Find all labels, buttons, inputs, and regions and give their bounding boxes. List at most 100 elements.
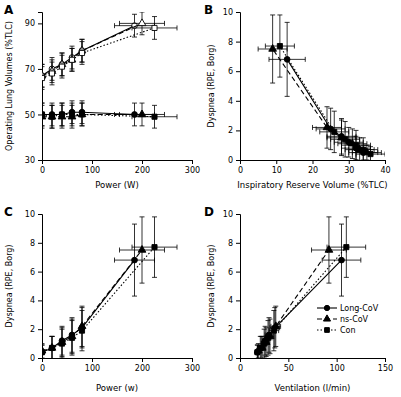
error-cap — [152, 277, 157, 278]
tick-mark — [38, 23, 42, 24]
tick-mark — [38, 300, 42, 301]
tick-label: 0 — [238, 166, 243, 175]
tick-label: 200 — [135, 364, 150, 373]
error-cap — [42, 64, 45, 65]
error-cap — [339, 296, 344, 297]
y-axis-title: Dyspnea (RPE, Borg) — [207, 245, 216, 328]
error-cap — [164, 248, 165, 253]
axis-line — [241, 359, 386, 363]
tick-label: 150 — [378, 364, 393, 373]
error-cap — [80, 125, 85, 126]
error-bar — [70, 321, 75, 356]
tick: 6 — [228, 268, 240, 277]
tick-label: 300 — [185, 166, 200, 175]
legend-label: ns-CoV — [340, 315, 369, 324]
error-cap — [140, 283, 145, 284]
tick: 10 — [223, 210, 240, 219]
error-cap — [42, 64, 45, 65]
error-cap — [42, 103, 45, 104]
tick-mark — [192, 358, 193, 362]
tick-mark — [142, 160, 143, 164]
line — [280, 46, 371, 154]
error-cap — [132, 245, 133, 250]
axis-line — [236, 215, 241, 359]
tick-mark — [337, 358, 338, 362]
error-cap — [70, 46, 75, 47]
legend: Long-CoVns-CoVCon — [317, 304, 379, 335]
error-bar — [42, 67, 45, 90]
x-axis: 050100150 — [238, 358, 393, 373]
error-cap — [326, 216, 331, 217]
error-cap — [263, 326, 268, 327]
tick-mark — [236, 358, 240, 359]
error-bar — [42, 345, 45, 358]
marker — [325, 246, 333, 253]
marker — [59, 112, 65, 118]
series — [254, 217, 346, 358]
error-cap — [271, 335, 272, 340]
tick: 20 — [308, 160, 318, 175]
error-cap — [354, 160, 359, 161]
tick: 100 — [85, 358, 100, 373]
error-bar — [339, 224, 344, 296]
error-cap — [177, 114, 178, 119]
axis-line — [241, 161, 386, 165]
tick-mark — [236, 214, 240, 215]
marker — [265, 335, 270, 340]
error-cap — [370, 143, 371, 148]
marker — [277, 43, 282, 48]
error-cap — [50, 128, 55, 129]
error-bar — [266, 321, 271, 356]
tick-label: 10 — [272, 166, 282, 175]
error-bar — [332, 111, 337, 152]
error-bar — [50, 105, 55, 128]
series — [42, 224, 155, 358]
panel: 01002003000246810CPower (w)Dyspnea (RPE,… — [4, 205, 200, 393]
y-axis: 0246810 — [223, 8, 241, 165]
series — [42, 14, 155, 87]
error-cap — [343, 157, 348, 158]
error-cap — [60, 55, 65, 56]
error-cap — [42, 345, 45, 346]
tick-label: 40 — [380, 166, 390, 175]
error-cap — [70, 71, 75, 72]
error-bar — [80, 42, 85, 65]
tick: 50 — [25, 111, 42, 120]
error-cap — [60, 326, 65, 327]
error-bar — [50, 336, 55, 358]
tick: 4 — [228, 296, 240, 305]
tick-mark — [236, 42, 240, 43]
line — [42, 247, 155, 352]
marker — [368, 152, 373, 157]
marker — [42, 75, 45, 80]
axis-line — [38, 215, 43, 359]
error-cap — [70, 100, 75, 101]
x-error-bar — [265, 44, 294, 49]
error-bar — [42, 103, 45, 126]
error-bar — [50, 105, 55, 128]
line — [273, 49, 367, 153]
series — [258, 15, 381, 160]
error-cap — [339, 120, 344, 121]
error-cap — [50, 105, 55, 106]
tick: 8 — [228, 38, 240, 47]
error-cap — [267, 352, 272, 353]
error-cap — [359, 137, 360, 142]
tick-label: 30 — [344, 166, 354, 175]
error-bar — [262, 329, 267, 358]
error-cap — [60, 125, 65, 126]
error-cap — [278, 328, 279, 333]
error-bar — [277, 15, 282, 77]
error-cap — [152, 39, 157, 40]
marker — [59, 64, 64, 69]
tick-label: 2 — [30, 325, 35, 334]
error-cap — [50, 103, 55, 104]
tick-mark — [192, 160, 193, 164]
tick: 300 — [185, 358, 200, 373]
legend-marker — [325, 328, 330, 333]
error-cap — [132, 224, 137, 225]
error-cap — [132, 25, 133, 30]
line — [42, 28, 155, 78]
error-bar — [80, 103, 85, 126]
tick: 70 — [25, 65, 42, 74]
